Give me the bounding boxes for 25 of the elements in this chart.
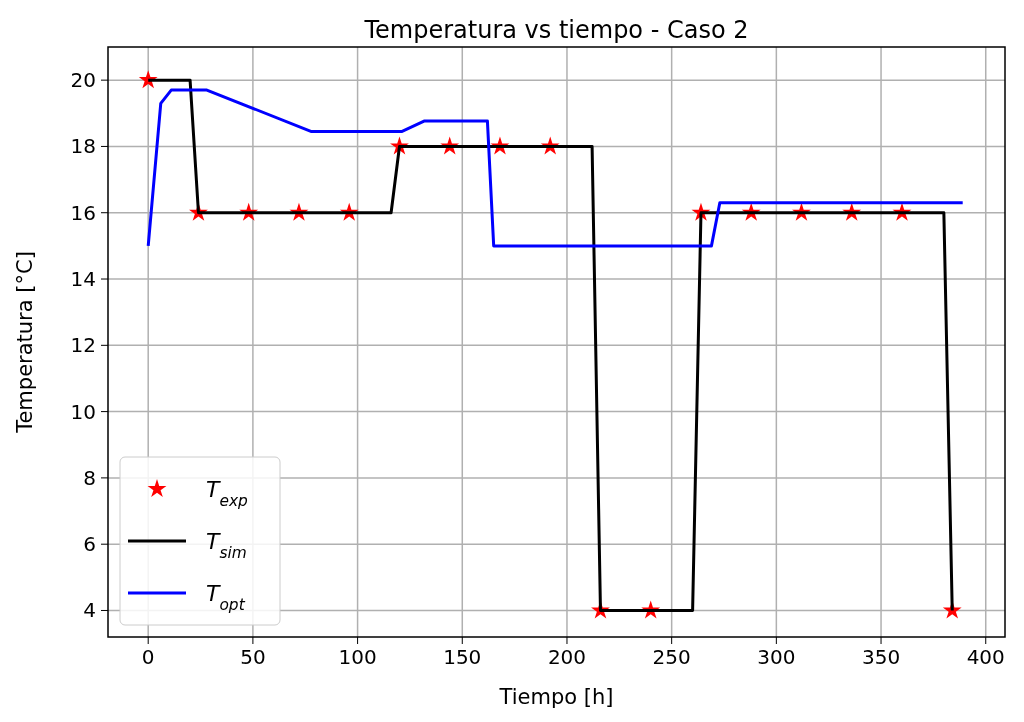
x-tick-label: 250	[652, 645, 691, 669]
legend-label: T$_{opt}$	[206, 581, 246, 614]
y-axis-title: Temperatura [°C]	[13, 251, 37, 434]
x-tick-label: 400	[966, 645, 1005, 669]
x-tick-label: 200	[547, 645, 587, 669]
y-tick-label: 8	[83, 465, 96, 490]
y-tick-label: 20	[70, 68, 96, 93]
y-tick-label: 18	[70, 134, 96, 159]
y-tick-label: 10	[70, 399, 96, 424]
x-tick-label: 300	[757, 645, 796, 669]
x-tick-label: 0	[141, 645, 155, 669]
x-axis-title: Tiempo [h]	[498, 685, 614, 709]
y-tick-label: 16	[70, 200, 96, 225]
line-series	[146, 88, 965, 248]
x-tick-label: 350	[861, 645, 901, 669]
chart-title: Temperatura vs tiempo - Caso 2	[363, 16, 749, 44]
x-tick-label: 100	[338, 645, 377, 669]
x-tick-label: 150	[443, 645, 482, 669]
x-tick-label: 50	[240, 645, 266, 669]
y-tick-label: 6	[83, 532, 96, 557]
legend-label: T$_{sim}$	[206, 529, 247, 562]
y-tick-label: 14	[70, 267, 96, 292]
y-tick-label: 4	[83, 598, 96, 623]
y-tick-label: 12	[70, 333, 96, 358]
legend-label: T$_{exp}$	[206, 477, 249, 510]
